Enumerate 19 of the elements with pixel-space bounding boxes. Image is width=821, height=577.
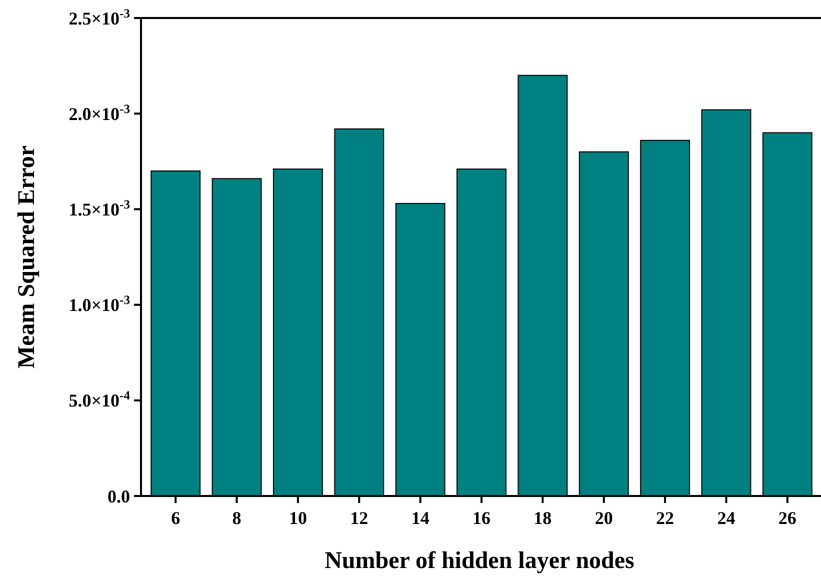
x-tick-label: 18: [534, 508, 552, 528]
y-tick-label: 2.0×10$^{-3}$: [68, 102, 130, 124]
y-tick-label: 5.0×10$^{-4}$: [68, 388, 131, 411]
x-tick-label: 14: [411, 508, 430, 528]
x-tick-label: 24: [717, 508, 736, 528]
y-tick-label: 2.5×10$^{-3}$: [68, 6, 130, 28]
y-tick-label: 1.0×10$^{-3}$: [68, 293, 130, 316]
x-tick-label: 22: [656, 508, 674, 528]
y-tick-label: 0.0: [108, 486, 130, 506]
x-tick-label: 6: [171, 508, 180, 528]
x-axis-title: Number of hidden layer nodes: [324, 548, 634, 574]
x-tick-label: 12: [350, 508, 368, 528]
y-tick-label: 1.5×10$^{-3}$: [68, 198, 130, 220]
x-tick-label: 8: [232, 508, 242, 528]
x-tick-label: 10: [288, 508, 307, 528]
x-tick-label: 26: [778, 508, 796, 528]
x-tick-label: 20: [594, 508, 613, 528]
x-tick-label: 16: [472, 508, 490, 528]
y-axis-title: Meam Squared Error: [14, 145, 40, 369]
